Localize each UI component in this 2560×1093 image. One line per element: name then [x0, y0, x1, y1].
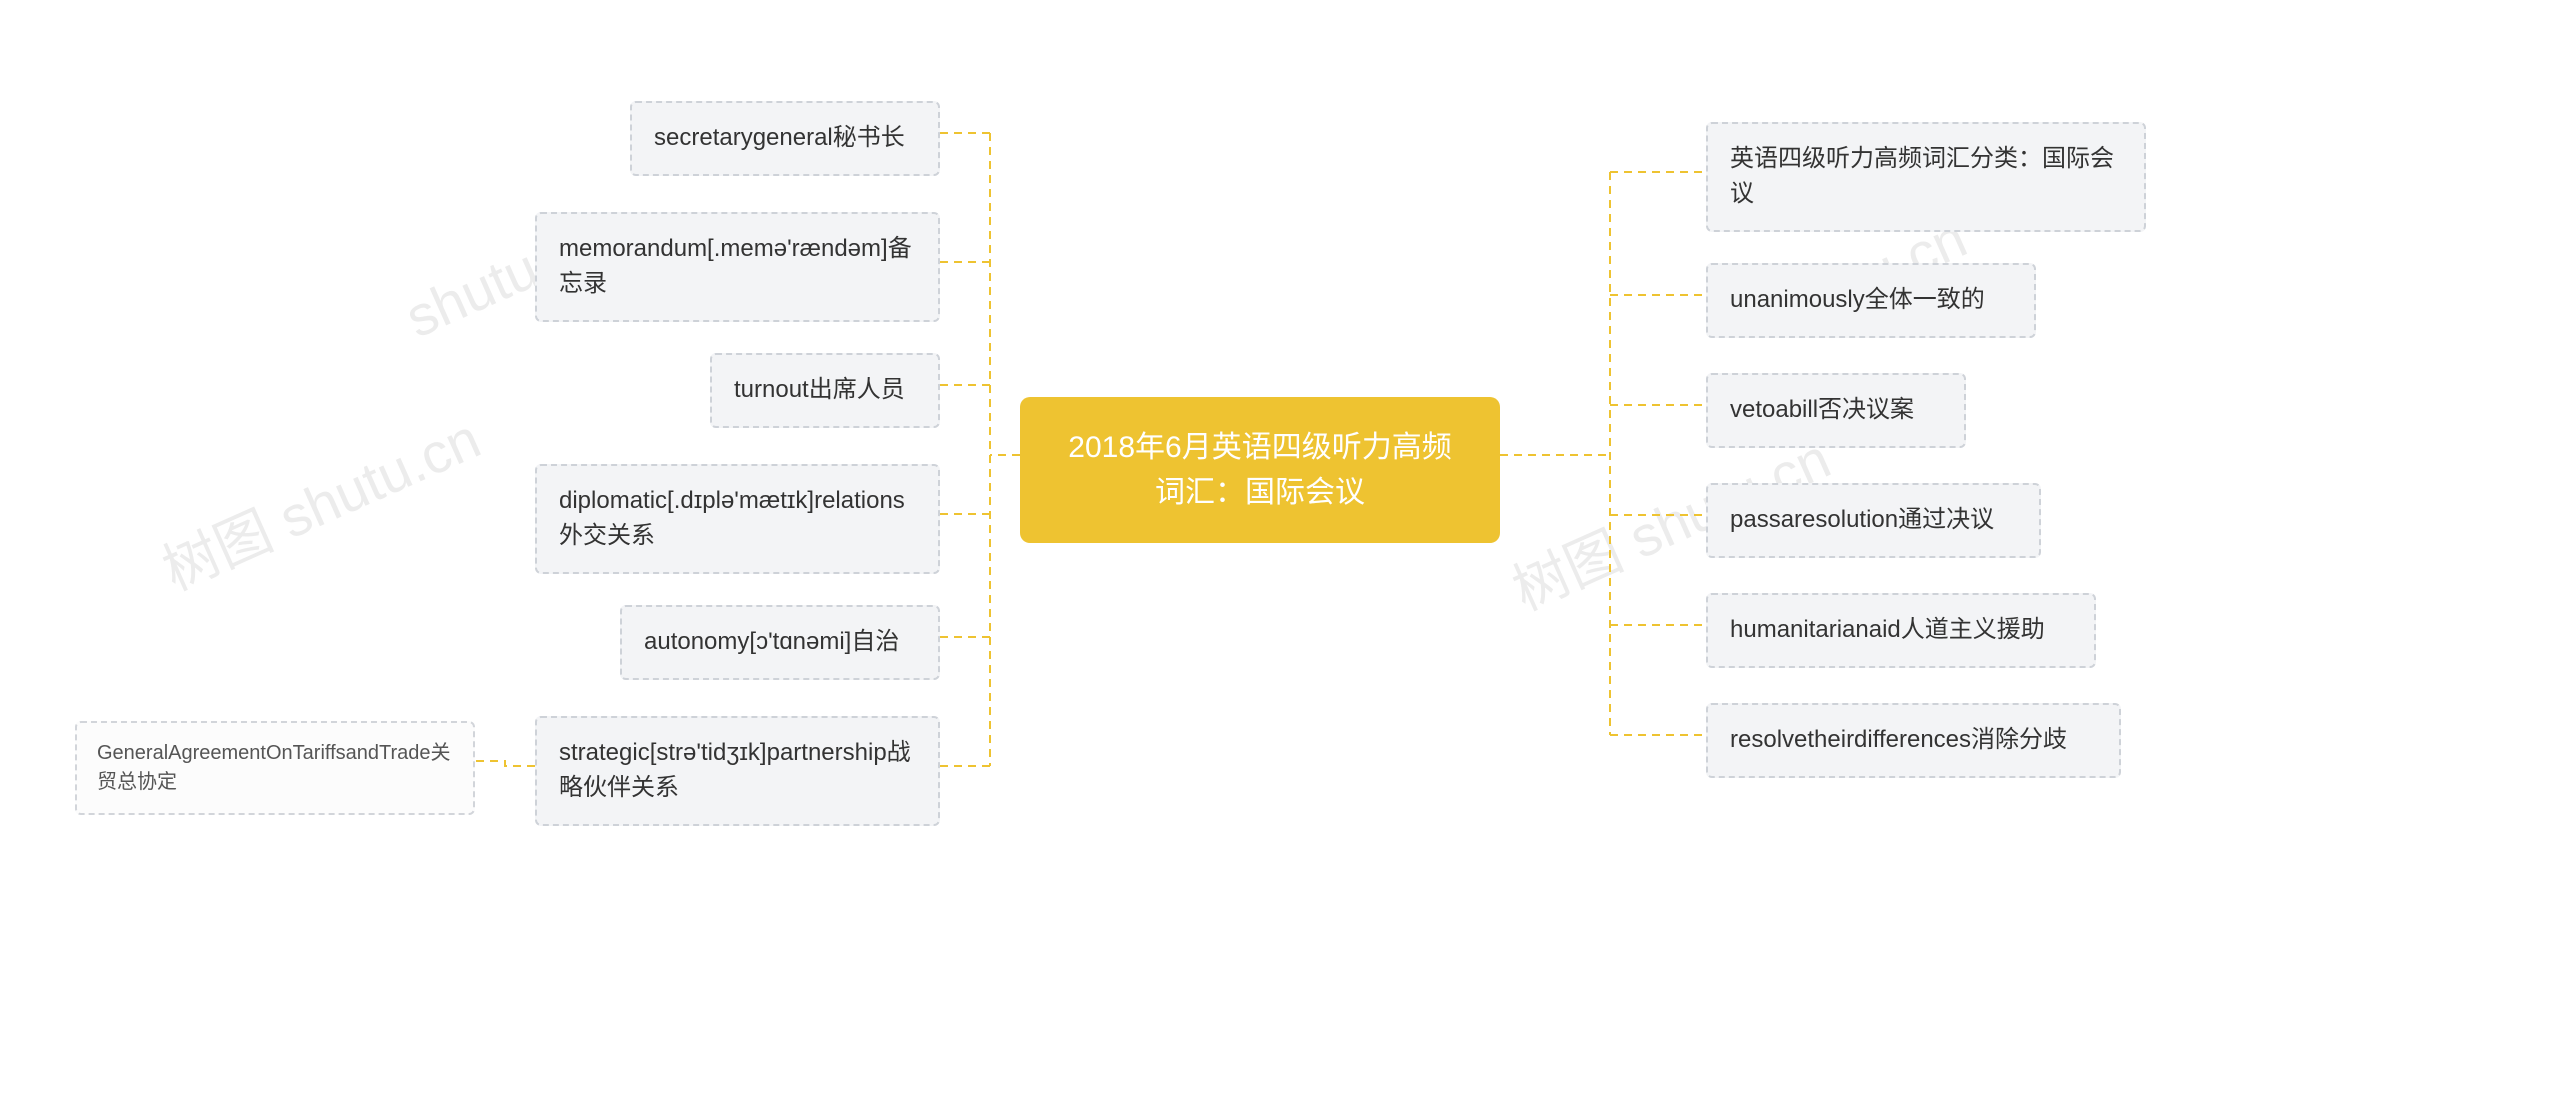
right-node-0: 英语四级听力高频词汇分类：国际会议 [1706, 122, 2146, 232]
left-node-label-4: autonomy[ɔ'tɑnəmi]自治 [644, 628, 899, 655]
right-node-label-5: resolvetheirdifferences消除分歧 [1730, 726, 2067, 753]
left-node-label-0: secretarygeneral秘书长 [654, 124, 905, 151]
left-node-label-1: memorandum[.memə'rændəm]备忘录 [559, 235, 912, 297]
left-node-4: autonomy[ɔ'tɑnəmi]自治 [620, 605, 940, 680]
right-node-3: passaresolution通过决议 [1706, 483, 2041, 558]
left-node-label-2: turnout出席人员 [734, 376, 905, 403]
right-node-5: resolvetheirdifferences消除分歧 [1706, 703, 2121, 778]
left-node-label-3: diplomatic[.dɪplə'mætɪk]relations外交关系 [559, 487, 905, 549]
right-node-2: vetoabill否决议案 [1706, 373, 1966, 448]
right-node-4: humanitarianaid人道主义援助 [1706, 593, 2096, 668]
left-node-1: memorandum[.memə'rændəm]备忘录 [535, 212, 940, 322]
sub-node-label-0: GeneralAgreementOnTariffsandTrade关贸总协定 [97, 742, 451, 793]
mindmap-canvas: 树图 shutu.cnshutu.cn树图 shutu.cnshutu.cn 2… [0, 0, 2560, 1093]
left-node-label-5: strategic[strə'tidʒɪk]partnership战略伙伴关系 [559, 739, 911, 801]
right-node-label-1: unanimously全体一致的 [1730, 286, 1985, 313]
center-node: 2018年6月英语四级听力高频词汇：国际会议 [1020, 397, 1500, 543]
left-node-5: strategic[strə'tidʒɪk]partnership战略伙伴关系 [535, 716, 940, 826]
right-node-label-4: humanitarianaid人道主义援助 [1730, 616, 2045, 643]
watermark-0: 树图 shutu.cn [148, 395, 491, 607]
center-title: 2018年6月英语四级听力高频词汇：国际会议 [1068, 431, 1451, 509]
right-node-label-2: vetoabill否决议案 [1730, 396, 1914, 423]
sub-node-0: GeneralAgreementOnTariffsandTrade关贸总协定 [75, 721, 475, 815]
right-node-label-3: passaresolution通过决议 [1730, 506, 1994, 533]
right-node-label-0: 英语四级听力高频词汇分类：国际会议 [1730, 145, 2114, 207]
right-node-1: unanimously全体一致的 [1706, 263, 2036, 338]
left-node-0: secretarygeneral秘书长 [630, 101, 940, 176]
left-node-2: turnout出席人员 [710, 353, 940, 428]
left-node-3: diplomatic[.dɪplə'mætɪk]relations外交关系 [535, 464, 940, 574]
connectors [0, 0, 2560, 1093]
